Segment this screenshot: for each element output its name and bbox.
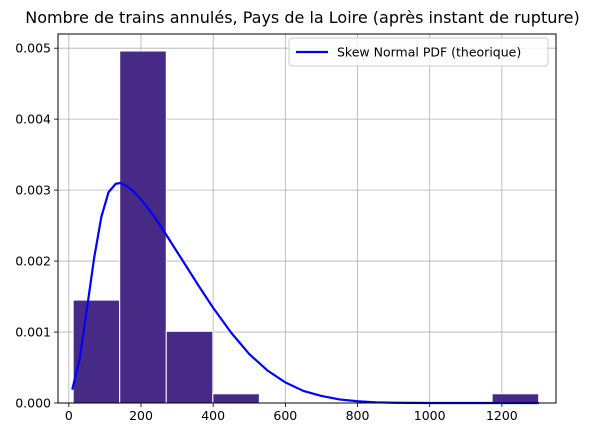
y-tick-label: 0.005 — [15, 41, 51, 56]
x-tick-label: 1000 — [414, 408, 446, 423]
x-tick-label: 0 — [65, 408, 73, 423]
legend: Skew Normal PDF (theorique) — [288, 37, 549, 67]
histogram-bar — [491, 393, 540, 404]
histogram-bar — [119, 50, 167, 404]
y-tick-label: 0.002 — [15, 254, 51, 269]
x-tick-label: 400 — [201, 408, 225, 423]
y-tick-label: 0.000 — [15, 396, 51, 411]
legend-label: Skew Normal PDF (theorique) — [337, 45, 521, 60]
histogram-bar — [165, 330, 214, 404]
x-tick-label: 200 — [129, 408, 153, 423]
pdf-curve-layer — [71, 181, 540, 405]
histogram-bars — [72, 50, 540, 404]
x-tick-label: 600 — [273, 408, 297, 423]
y-axis: 0.000 0.001 0.002 0.003 0.004 0.005 — [15, 41, 58, 411]
plot-frame — [57, 33, 557, 404]
histogram-bar — [212, 393, 260, 404]
pdf-curve-line — [71, 181, 540, 405]
legend-box — [288, 37, 549, 67]
chart-title: Nombre de trains annulés, Pays de la Loi… — [25, 8, 580, 27]
x-tick-label: 800 — [346, 408, 370, 423]
y-tick-label: 0.004 — [15, 112, 51, 127]
x-axis: 0 200 400 600 800 1000 1200 — [65, 403, 518, 423]
y-tick-label: 0.001 — [15, 325, 51, 340]
y-tick-label: 0.003 — [15, 183, 51, 198]
x-tick-label: 1200 — [486, 408, 518, 423]
